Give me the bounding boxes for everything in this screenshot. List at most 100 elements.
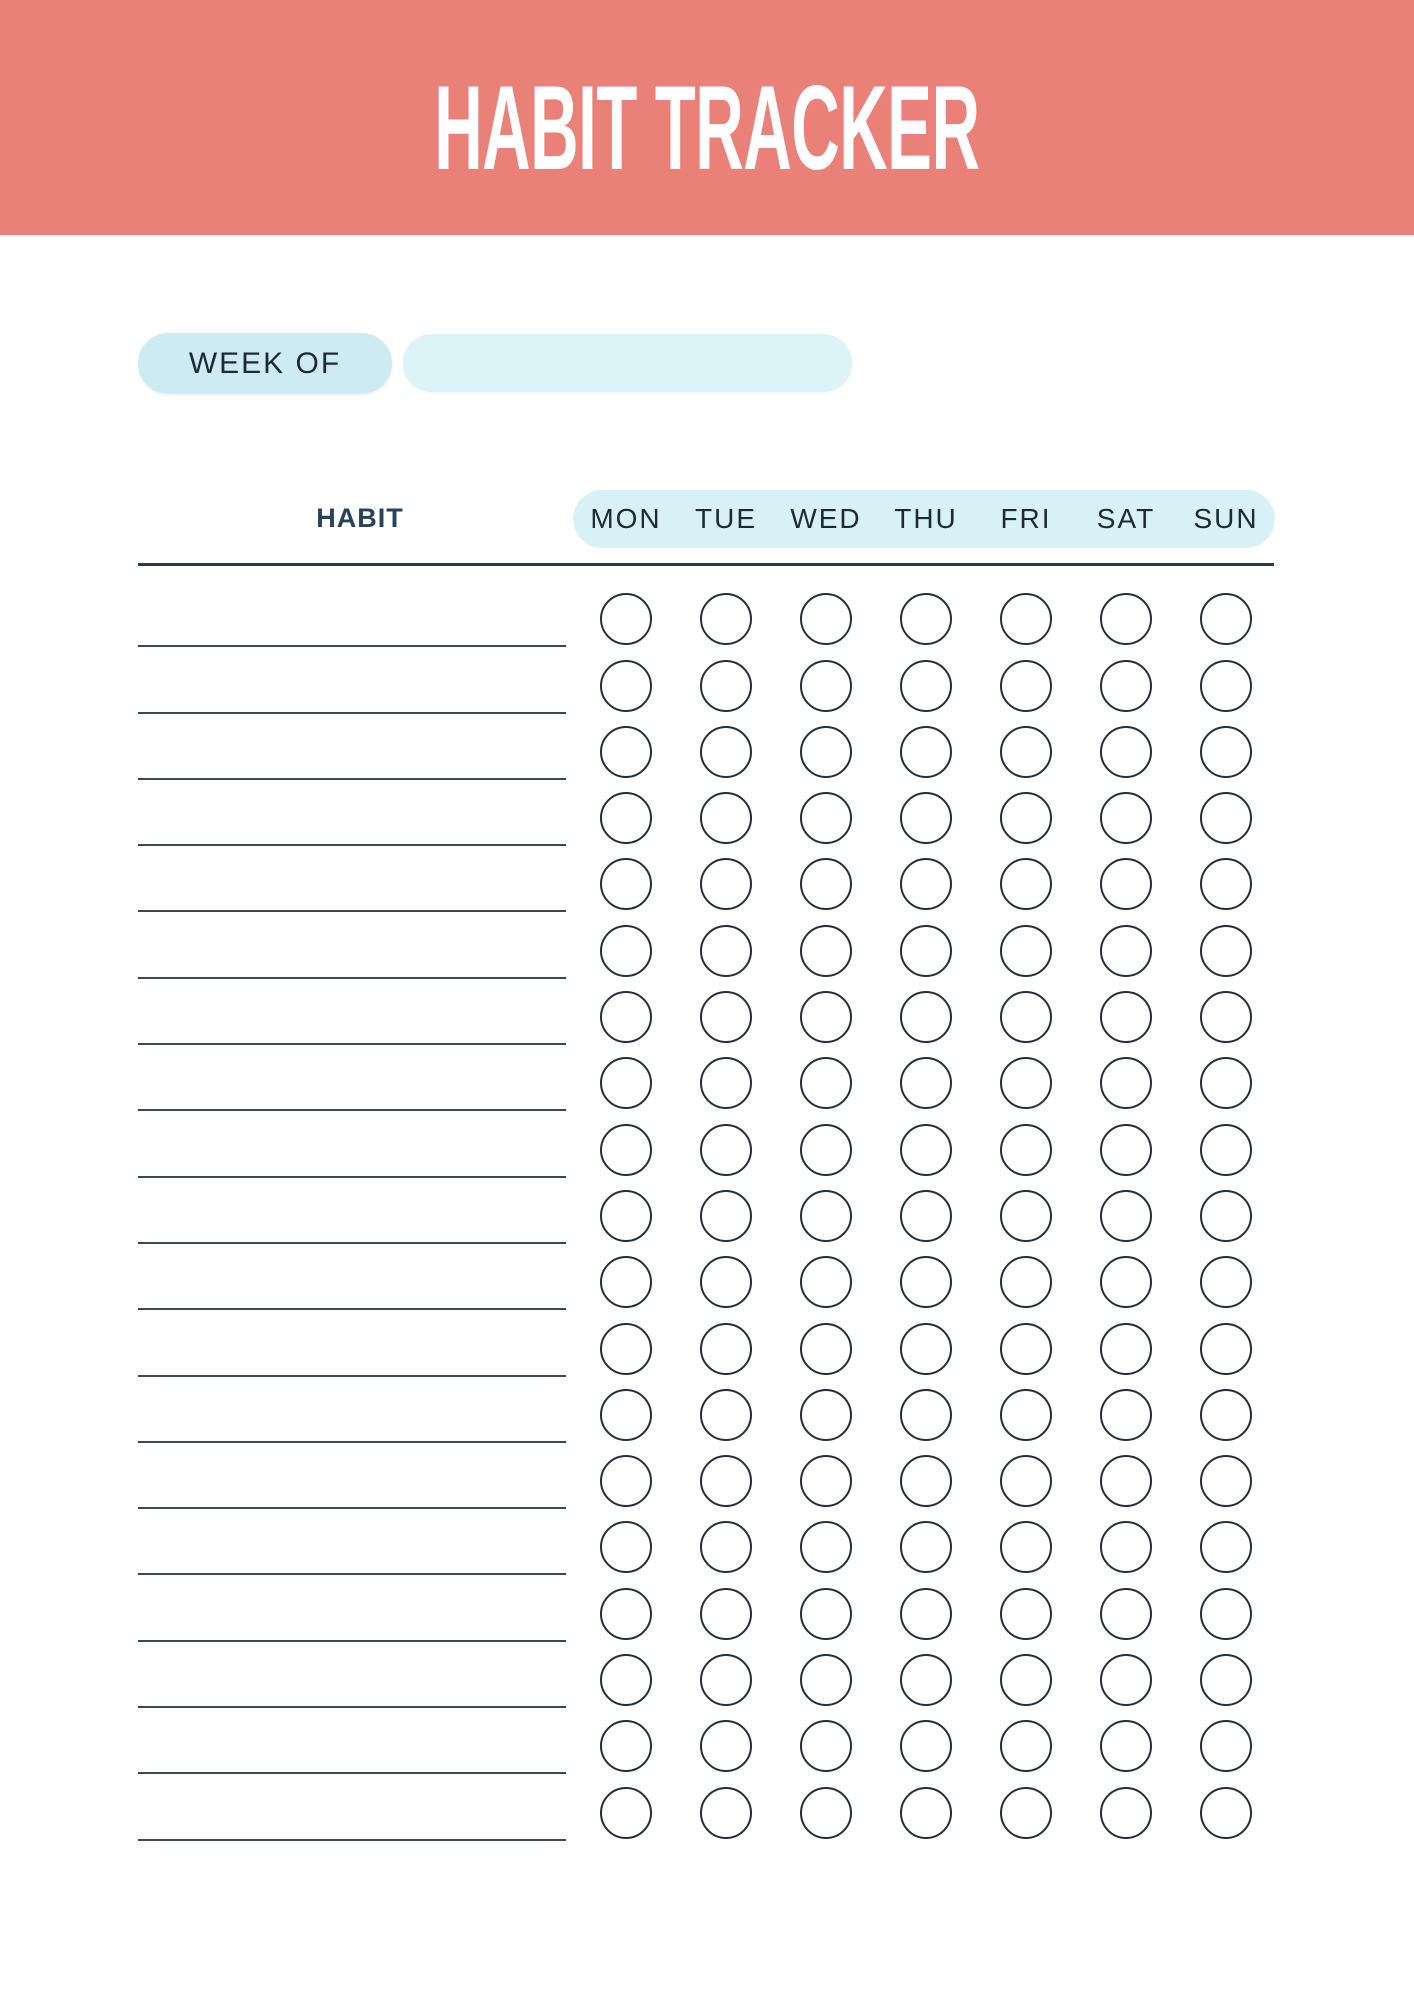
habit-check-circle[interactable] xyxy=(1200,1786,1252,1839)
habit-check-circle[interactable] xyxy=(1200,1123,1252,1176)
habit-check-circle[interactable] xyxy=(1200,1057,1252,1110)
habit-check-circle[interactable] xyxy=(900,725,952,778)
habit-check-circle[interactable] xyxy=(600,1455,652,1508)
habit-check-circle[interactable] xyxy=(800,924,852,977)
habit-check-circle[interactable] xyxy=(600,1057,652,1110)
habit-check-circle[interactable] xyxy=(700,1322,752,1375)
habit-check-circle[interactable] xyxy=(900,1123,952,1176)
habit-check-circle[interactable] xyxy=(1000,1057,1052,1110)
habit-check-circle[interactable] xyxy=(1100,1587,1152,1640)
habit-check-circle[interactable] xyxy=(900,1521,952,1574)
habit-check-circle[interactable] xyxy=(900,1322,952,1375)
habit-check-circle[interactable] xyxy=(1000,1388,1052,1441)
habit-check-circle[interactable] xyxy=(800,1521,852,1574)
habit-check-circle[interactable] xyxy=(1200,725,1252,778)
habit-check-circle[interactable] xyxy=(800,792,852,845)
habit-check-circle[interactable] xyxy=(1000,1587,1052,1640)
habit-check-circle[interactable] xyxy=(800,725,852,778)
habit-check-circle[interactable] xyxy=(1000,1786,1052,1839)
habit-check-circle[interactable] xyxy=(600,1388,652,1441)
habit-check-circle[interactable] xyxy=(700,924,752,977)
habit-check-circle[interactable] xyxy=(1200,1720,1252,1773)
habit-check-circle[interactable] xyxy=(700,1587,752,1640)
habit-check-circle[interactable] xyxy=(700,1521,752,1574)
habit-check-circle[interactable] xyxy=(1100,1455,1152,1508)
habit-check-circle[interactable] xyxy=(600,1587,652,1640)
habit-check-circle[interactable] xyxy=(600,659,652,712)
habit-check-circle[interactable] xyxy=(800,1123,852,1176)
habit-check-circle[interactable] xyxy=(900,858,952,911)
habit-check-circle[interactable] xyxy=(1200,1189,1252,1242)
habit-check-circle[interactable] xyxy=(800,1786,852,1839)
habit-check-circle[interactable] xyxy=(600,1786,652,1839)
habit-check-circle[interactable] xyxy=(1200,593,1252,646)
habit-check-circle[interactable] xyxy=(1100,1654,1152,1707)
habit-check-circle[interactable] xyxy=(600,1256,652,1309)
habit-check-circle[interactable] xyxy=(900,1455,952,1508)
habit-check-circle[interactable] xyxy=(800,1654,852,1707)
habit-check-circle[interactable] xyxy=(1100,991,1152,1044)
habit-check-circle[interactable] xyxy=(800,858,852,911)
habit-name-field[interactable] xyxy=(138,1639,566,1642)
habit-check-circle[interactable] xyxy=(800,593,852,646)
habit-check-circle[interactable] xyxy=(1000,1720,1052,1773)
habit-check-circle[interactable] xyxy=(1100,659,1152,712)
habit-name-field[interactable] xyxy=(138,1706,566,1709)
habit-name-field[interactable] xyxy=(138,1573,566,1576)
habit-check-circle[interactable] xyxy=(800,1455,852,1508)
habit-check-circle[interactable] xyxy=(1100,1189,1152,1242)
habit-name-field[interactable] xyxy=(138,910,566,913)
habit-name-field[interactable] xyxy=(138,645,566,648)
habit-check-circle[interactable] xyxy=(600,1720,652,1773)
habit-check-circle[interactable] xyxy=(900,792,952,845)
habit-check-circle[interactable] xyxy=(600,1654,652,1707)
habit-check-circle[interactable] xyxy=(600,1322,652,1375)
habit-check-circle[interactable] xyxy=(700,1455,752,1508)
habit-check-circle[interactable] xyxy=(1200,991,1252,1044)
habit-check-circle[interactable] xyxy=(800,1057,852,1110)
habit-check-circle[interactable] xyxy=(600,725,652,778)
habit-check-circle[interactable] xyxy=(1000,1521,1052,1574)
habit-check-circle[interactable] xyxy=(700,1786,752,1839)
habit-check-circle[interactable] xyxy=(1200,1455,1252,1508)
habit-check-circle[interactable] xyxy=(800,1587,852,1640)
habit-check-circle[interactable] xyxy=(900,1654,952,1707)
habit-name-field[interactable] xyxy=(138,711,566,714)
habit-check-circle[interactable] xyxy=(1100,1256,1152,1309)
habit-name-field[interactable] xyxy=(138,1440,566,1443)
habit-check-circle[interactable] xyxy=(800,1720,852,1773)
habit-check-circle[interactable] xyxy=(1000,1654,1052,1707)
habit-name-field[interactable] xyxy=(138,1772,566,1775)
habit-check-circle[interactable] xyxy=(700,725,752,778)
habit-check-circle[interactable] xyxy=(600,593,652,646)
habit-check-circle[interactable] xyxy=(1200,1388,1252,1441)
habit-check-circle[interactable] xyxy=(900,991,952,1044)
habit-check-circle[interactable] xyxy=(1000,792,1052,845)
habit-check-circle[interactable] xyxy=(700,1388,752,1441)
habit-check-circle[interactable] xyxy=(900,1720,952,1773)
habit-check-circle[interactable] xyxy=(800,1322,852,1375)
habit-check-circle[interactable] xyxy=(800,1256,852,1309)
habit-check-circle[interactable] xyxy=(700,1720,752,1773)
habit-check-circle[interactable] xyxy=(700,1654,752,1707)
habit-name-field[interactable] xyxy=(138,844,566,847)
habit-check-circle[interactable] xyxy=(900,659,952,712)
week-of-input[interactable] xyxy=(403,334,852,392)
habit-check-circle[interactable] xyxy=(1100,1322,1152,1375)
habit-check-circle[interactable] xyxy=(600,1123,652,1176)
habit-check-circle[interactable] xyxy=(900,593,952,646)
habit-check-circle[interactable] xyxy=(600,991,652,1044)
habit-check-circle[interactable] xyxy=(900,1587,952,1640)
habit-check-circle[interactable] xyxy=(1100,593,1152,646)
habit-check-circle[interactable] xyxy=(1200,792,1252,845)
habit-check-circle[interactable] xyxy=(1000,659,1052,712)
habit-name-field[interactable] xyxy=(138,1838,566,1841)
habit-check-circle[interactable] xyxy=(700,991,752,1044)
habit-check-circle[interactable] xyxy=(800,1388,852,1441)
habit-check-circle[interactable] xyxy=(1000,725,1052,778)
habit-check-circle[interactable] xyxy=(700,659,752,712)
habit-check-circle[interactable] xyxy=(800,991,852,1044)
habit-check-circle[interactable] xyxy=(600,1521,652,1574)
habit-check-circle[interactable] xyxy=(900,1189,952,1242)
habit-name-field[interactable] xyxy=(138,1241,566,1244)
